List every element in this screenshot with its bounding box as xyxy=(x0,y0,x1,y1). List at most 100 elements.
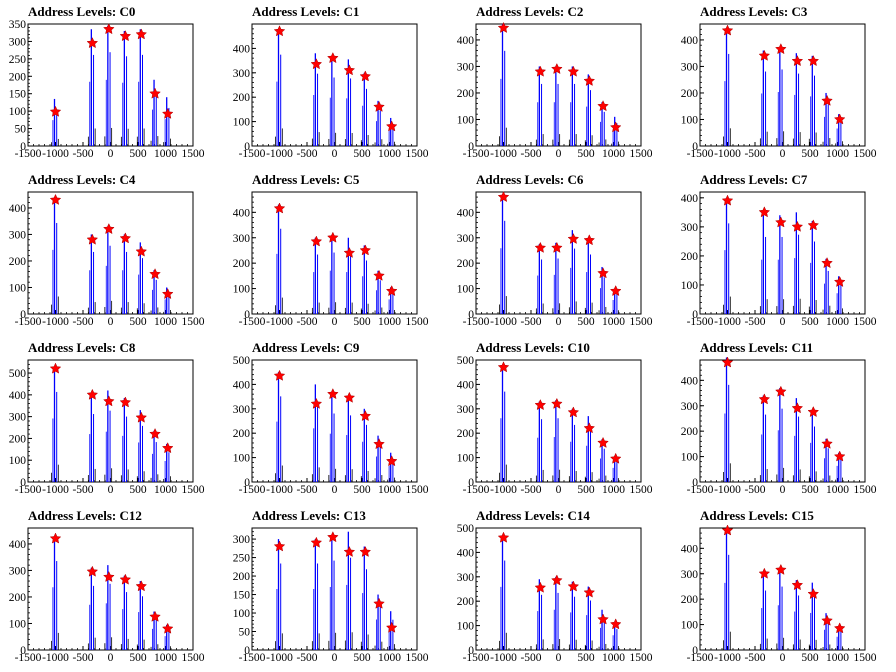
y-tick-label: 400 xyxy=(681,193,699,205)
x-tick-label: 0 xyxy=(108,316,114,328)
y-tick-label: 150 xyxy=(233,590,251,602)
panel-title: Address Levels: C3 xyxy=(700,4,808,19)
x-tick-label: -1000 xyxy=(266,652,293,664)
panel-title: Address Levels: C1 xyxy=(252,4,360,19)
x-tick-label: -1000 xyxy=(490,652,517,664)
x-tick-label: 1000 xyxy=(826,652,849,664)
x-tick-label: 500 xyxy=(801,652,819,664)
peak-marker xyxy=(821,437,833,449)
y-tick-label: 200 xyxy=(233,92,251,104)
peak-marker xyxy=(359,70,372,82)
x-tick-label: 500 xyxy=(353,484,371,496)
peak-marker xyxy=(597,436,609,448)
x-tick-label: 1000 xyxy=(378,484,401,496)
y-tick-label: 0 xyxy=(692,309,698,321)
x-tick-label: -1000 xyxy=(42,652,69,664)
y-tick-label: 200 xyxy=(681,88,699,100)
histogram-panel: Address Levels: C15 0 100 200 300 400 -1500 -10… xyxy=(672,504,896,672)
peak-marker xyxy=(135,580,148,592)
y-tick-label: 100 xyxy=(681,620,699,632)
peak-marker xyxy=(609,452,622,464)
peak-marker xyxy=(583,422,596,434)
histogram-plot: 0 100 200 300 400 500 -1500 -1000 -500 0 500 1000 15… xyxy=(9,359,205,496)
x-tick-label: -500 xyxy=(744,484,765,496)
y-tick-label: 200 xyxy=(681,594,699,606)
histogram-panel: Address Levels: C3 0 100 200 300 400 -1500 -100… xyxy=(672,0,896,168)
peak-marker xyxy=(103,570,115,583)
peak-marker xyxy=(86,233,99,245)
histogram-panel: Address Levels: C8 0 100 200 300 400 500 -1500-… xyxy=(0,336,224,504)
y-tick-label: 400 xyxy=(681,543,699,555)
peak-marker xyxy=(583,234,596,246)
y-tick-label: 100 xyxy=(9,106,27,118)
peak-marker xyxy=(807,587,820,600)
x-tick-label: -1500 xyxy=(463,652,490,664)
y-tick-label: 100 xyxy=(681,452,699,464)
peak-marker xyxy=(583,74,596,86)
histogram-plot: 0 100 200 300 400 -1500 -1000 -500 0 500 1000 1500 xyxy=(233,23,429,160)
peak-marker xyxy=(49,532,62,544)
histogram-plot: 0 100 200 300 400 -1500 -1000 -500 0 500 1000 1500 xyxy=(681,356,877,496)
x-tick-label: -1000 xyxy=(266,148,293,160)
y-tick-label: 500 xyxy=(233,355,251,367)
peak-marker xyxy=(343,545,356,557)
peak-marker xyxy=(103,223,115,235)
panel-title: Address Levels: C15 xyxy=(700,508,814,523)
peak-marker xyxy=(161,288,174,300)
x-tick-label: -1000 xyxy=(42,148,69,160)
x-tick-label: -1500 xyxy=(463,316,490,328)
y-tick-label: 0 xyxy=(468,141,474,153)
y-tick-label: 200 xyxy=(233,571,251,583)
x-tick-label: 0 xyxy=(556,484,562,496)
y-tick-label: 300 xyxy=(681,222,699,234)
x-tick-label: 1500 xyxy=(182,316,205,328)
peak-marker xyxy=(119,30,132,42)
x-tick-label: 1500 xyxy=(854,316,877,328)
y-tick-label: 400 xyxy=(457,379,475,391)
y-tick-label: 400 xyxy=(681,35,699,47)
x-tick-label: 1000 xyxy=(154,652,177,664)
x-tick-label: -1500 xyxy=(463,484,490,496)
peak-marker xyxy=(567,232,580,244)
y-tick-label: 400 xyxy=(9,390,27,402)
peak-marker xyxy=(343,64,356,76)
y-tick-label: 300 xyxy=(233,68,251,80)
peak-marker xyxy=(273,202,286,214)
peak-marker xyxy=(597,613,609,625)
x-tick-label: 1500 xyxy=(406,484,429,496)
peak-marker xyxy=(609,618,622,630)
y-tick-label: 300 xyxy=(9,36,27,48)
peak-marker xyxy=(385,120,398,132)
y-tick-label: 300 xyxy=(681,569,699,581)
x-tick-label: -1500 xyxy=(463,148,490,160)
x-tick-label: -1500 xyxy=(239,148,266,160)
x-tick-label: -500 xyxy=(744,652,765,664)
x-tick-label: -1000 xyxy=(42,484,69,496)
histogram-plot: 0 100 200 300 400 500 -1500 -1000 -500 0 500 1000 15… xyxy=(457,523,653,664)
y-tick-label: 200 xyxy=(233,258,251,270)
x-tick-label: 1000 xyxy=(378,148,401,160)
peak-marker xyxy=(385,455,398,467)
x-tick-label: 1500 xyxy=(630,652,653,664)
peak-marker xyxy=(149,87,161,99)
histogram-panel: Address Levels: C4 0 100 200 300 400 -1500 -100… xyxy=(0,168,224,336)
histogram-panel: Address Levels: C0 0 50 100 150 200 250 300 350 -… xyxy=(0,0,224,168)
peak-marker xyxy=(758,567,771,579)
histogram-panel: Address Levels: C6 0 100 200 300 400 -1500 -100… xyxy=(448,168,672,336)
x-tick-label: -500 xyxy=(520,484,541,496)
peak-marker xyxy=(119,232,132,244)
peak-marker xyxy=(758,49,771,61)
y-tick-label: 100 xyxy=(233,117,251,129)
histogram-plot: 0 100 200 300 400 -1500 -1000 -500 0 500 1000 1500 xyxy=(9,191,205,328)
y-tick-label: 400 xyxy=(233,207,251,219)
peak-marker xyxy=(721,356,734,368)
peak-marker xyxy=(821,257,833,269)
y-tick-label: 100 xyxy=(9,282,27,294)
y-tick-label: 100 xyxy=(457,284,475,296)
histogram-panel: Address Levels: C13 0 50 100 150 200 250 300 -15… xyxy=(224,504,448,672)
peak-marker xyxy=(775,563,787,575)
x-tick-label: 500 xyxy=(577,148,595,160)
peak-marker xyxy=(49,362,62,374)
x-tick-label: 1500 xyxy=(630,316,653,328)
